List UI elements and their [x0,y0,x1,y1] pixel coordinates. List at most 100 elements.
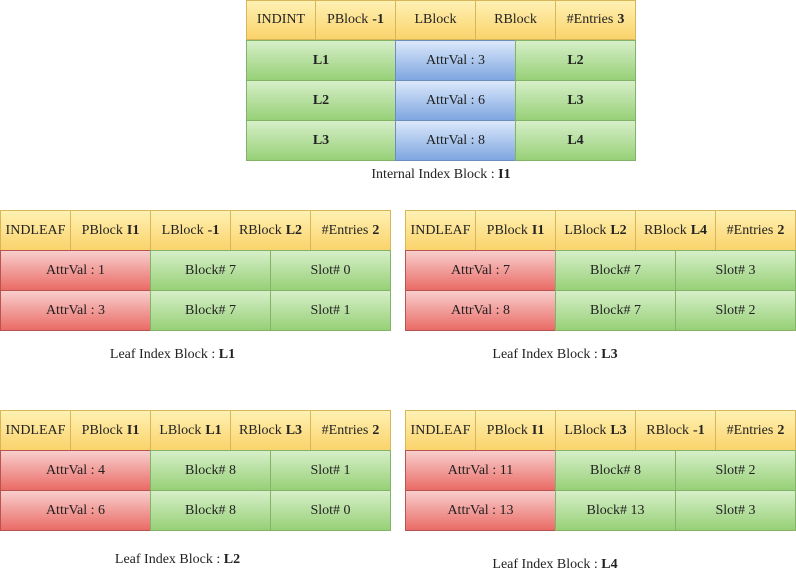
header-label: LBlock [161,222,204,238]
leaf-header-type: INDLEAF [405,410,476,451]
header-value: 3 [617,12,625,27]
header-label: RBlock [238,422,282,438]
caption-id: L2 [223,552,241,567]
internal-header-entries: #Entries 3 [555,0,636,40]
header-value: I1 [126,422,140,438]
internal-row-attrval: AttrVal : 8 [395,120,516,161]
leaf-header-pblock: PBlock I1 [70,210,151,251]
leaf-entry-attrval: AttrVal : 7 [405,250,556,291]
header-value: 2 [372,222,380,238]
internal-row-right-pointer: L2 [515,40,636,81]
leaf-entry-slot: Slot# 2 [675,290,796,331]
header-label: INDLEAF [410,222,471,238]
leaf-entry-slot: Slot# 1 [270,290,391,331]
leaf-entry-block: Block# 7 [150,290,271,331]
leaf-entry-block: Block# 8 [150,450,271,491]
header-label: #Entries [726,422,774,438]
header-value: L2 [285,222,303,238]
leaf-entry-attrval: AttrVal : 1 [0,250,151,291]
caption-text: Leaf Index Block : [492,347,602,362]
header-value: 2 [777,422,785,438]
header-value: L3 [285,422,303,438]
internal-row-left-pointer: L2 [246,80,396,121]
header-value: I1 [531,422,545,438]
internal-row-right-pointer: L4 [515,120,636,161]
leaf-entry-attrval: AttrVal : 8 [405,290,556,331]
caption-id: I1 [498,167,511,182]
leaf-block-caption: Leaf Index Block : L1 [0,347,345,363]
leaf-header-pblock: PBlock I1 [475,410,556,451]
header-label: RBlock [646,422,690,438]
leaf-entry-attrval: AttrVal : 4 [0,450,151,491]
header-label: RBlock [643,222,687,238]
leaf-entry-block: Block# 7 [150,250,271,291]
leaf-entry-block: Block# 7 [555,290,676,331]
header-label: PBlock [327,12,369,27]
leaf-entry-slot: Slot# 1 [270,450,391,491]
header-value: L4 [690,222,708,238]
caption-text: Leaf Index Block : [492,557,602,572]
leaf-block-caption: Leaf Index Block : L2 [0,552,355,568]
internal-row-attrval: AttrVal : 3 [395,40,516,81]
caption-id: L1 [218,347,236,362]
leaf-header-rblock: RBlock L3 [230,410,311,451]
header-label: PBlock [486,422,528,438]
header-label: #Entries [726,222,774,238]
header-value: L1 [205,422,222,438]
leaf-header-lblock: LBlock L1 [150,410,231,451]
leaf-header-lblock: LBlock -1 [150,210,231,251]
leaf-entry-slot: Slot# 0 [270,250,391,291]
leaf-entry-attrval: AttrVal : 13 [405,490,556,531]
header-label: INDINT [256,12,306,27]
leaf-header-entries: #Entries 2 [310,210,391,251]
header-label: RBlock [494,12,537,27]
header-label: INDLEAF [410,422,471,438]
caption-text: Leaf Index Block : [109,347,219,362]
header-label: INDLEAF [5,222,66,238]
header-label: LBlock [159,422,202,438]
internal-header-type: INDINT [246,0,316,40]
leaf-entry-block: Block# 8 [150,490,271,531]
leaf-header-entries: #Entries 2 [715,210,796,251]
leaf-entry-slot: Slot# 3 [675,250,796,291]
header-value: I1 [531,222,545,238]
leaf-header-type: INDLEAF [0,410,71,451]
header-label: LBlock [564,422,607,438]
leaf-entry-block: Block# 8 [555,450,676,491]
header-label: RBlock [238,222,282,238]
leaf-header-rblock: RBlock L4 [635,210,716,251]
caption-text: Leaf Index Block : [114,552,224,567]
header-value: 2 [777,222,785,238]
leaf-entry-slot: Slot# 3 [675,490,796,531]
header-value: L2 [610,222,627,238]
internal-row-left-pointer: L1 [246,40,396,81]
caption-text: Internal Index Block : [371,167,499,182]
caption-id: L3 [601,347,618,362]
internal-header-lblock: LBlock [395,0,476,40]
leaf-header-entries: #Entries 2 [715,410,796,451]
header-label: #Entries [321,422,369,438]
leaf-header-type: INDLEAF [0,210,71,251]
header-label: #Entries [566,12,614,27]
leaf-block-caption: Leaf Index Block : L3 [405,347,705,363]
internal-row-right-pointer: L3 [515,80,636,121]
leaf-entry-attrval: AttrVal : 3 [0,290,151,331]
leaf-entry-attrval: AttrVal : 6 [0,490,151,531]
internal-header-rblock: RBlock [475,0,556,40]
internal-row-left-pointer: L3 [246,120,396,161]
header-label: PBlock [486,222,528,238]
header-label: LBlock [414,12,457,27]
leaf-header-rblock: RBlock -1 [635,410,716,451]
header-value: -1 [372,12,384,27]
header-label: #Entries [321,222,369,238]
leaf-header-entries: #Entries 2 [310,410,391,451]
leaf-entry-attrval: AttrVal : 11 [405,450,556,491]
leaf-entry-block: Block# 7 [555,250,676,291]
internal-block-caption: Internal Index Block : I1 [246,167,636,183]
leaf-header-rblock: RBlock L2 [230,210,311,251]
leaf-entry-slot: Slot# 0 [270,490,391,531]
leaf-block-caption: Leaf Index Block : L4 [405,557,705,573]
leaf-header-lblock: LBlock L3 [555,410,636,451]
leaf-entry-block: Block# 13 [555,490,676,531]
header-value: -1 [207,222,220,238]
